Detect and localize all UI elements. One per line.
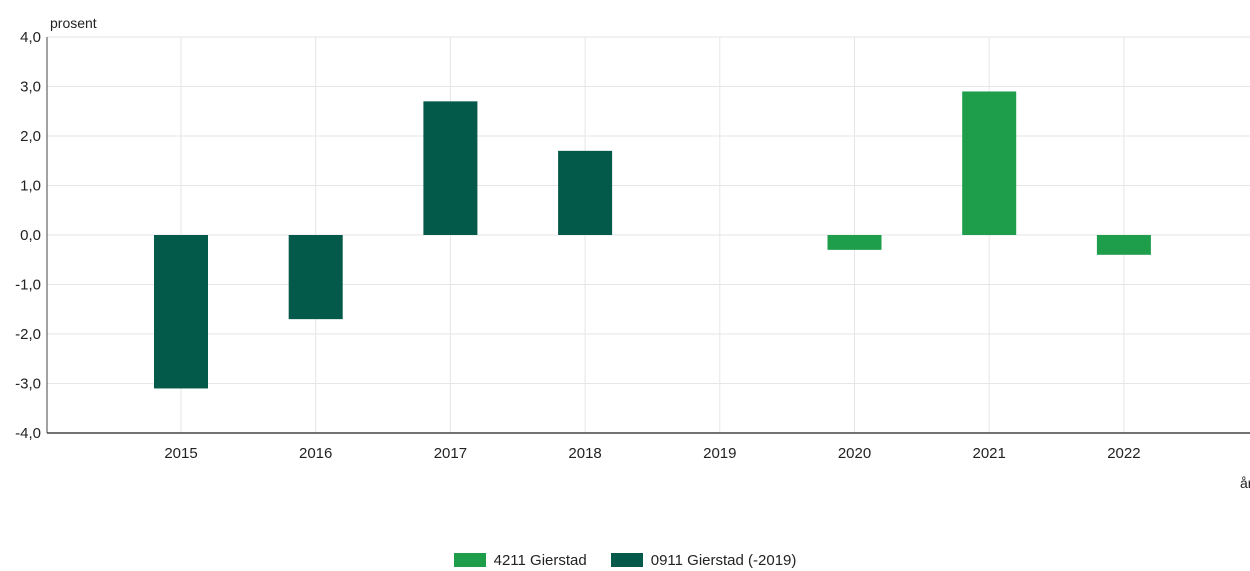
y-tick-label: 3,0 bbox=[20, 79, 41, 96]
bars bbox=[154, 91, 1151, 389]
bar-2020 bbox=[827, 235, 882, 250]
y-tick-label: 2,0 bbox=[20, 128, 41, 145]
legend: 4211 Gierstad 0911 Gierstad (-2019) bbox=[0, 549, 1250, 571]
legend-label-0911: 0911 Gierstad (-2019) bbox=[650, 551, 797, 569]
y-tick-label: -2,0 bbox=[15, 326, 41, 343]
legend-label-4211: 4211 Gierstad bbox=[493, 551, 587, 569]
bar-2021 bbox=[962, 91, 1017, 235]
x-tick-label: 2022 bbox=[1107, 445, 1140, 462]
x-tick-labels: 2015 2016 2017 2018 2019 2020 2021 2022 bbox=[164, 445, 1140, 462]
x-tick-label: 2019 bbox=[703, 445, 736, 462]
x-tick-label: 2021 bbox=[973, 445, 1006, 462]
legend-item-0911: 0911 Gierstad (-2019) bbox=[610, 549, 797, 571]
x-tick-label: 2018 bbox=[568, 445, 601, 462]
y-tick-label: -3,0 bbox=[15, 376, 41, 393]
bar-2022 bbox=[1096, 235, 1151, 255]
bar-2017 bbox=[423, 101, 478, 235]
y-tick-label: 4,0 bbox=[20, 29, 41, 46]
legend-swatch-4211 bbox=[453, 553, 486, 567]
bar-2015 bbox=[154, 235, 208, 389]
y-tick-label: 1,0 bbox=[20, 178, 41, 195]
x-tick-label: 2020 bbox=[838, 445, 871, 462]
legend-swatch-0911 bbox=[610, 553, 643, 567]
y-tick-labels: 4,0 3,0 2,0 1,0 0,0 -1,0 -2,0 -3,0 -4,0 bbox=[15, 29, 41, 442]
x-tick-label: 2016 bbox=[299, 445, 332, 462]
y-tick-label: -4,0 bbox=[15, 425, 41, 442]
gridlines bbox=[47, 36, 1250, 434]
x-tick-label: 2015 bbox=[164, 445, 197, 462]
y-tick-label: 0,0 bbox=[20, 227, 41, 244]
y-tick-label: -1,0 bbox=[15, 277, 41, 294]
bar-2018 bbox=[558, 150, 613, 235]
x-axis-title: år bbox=[1240, 475, 1250, 491]
x-tick-label: 2017 bbox=[434, 445, 467, 462]
bar-2016 bbox=[288, 235, 343, 320]
legend-item-4211: 4211 Gierstad bbox=[453, 549, 587, 571]
axes bbox=[46, 37, 1250, 434]
y-axis-title: prosent bbox=[50, 15, 97, 31]
